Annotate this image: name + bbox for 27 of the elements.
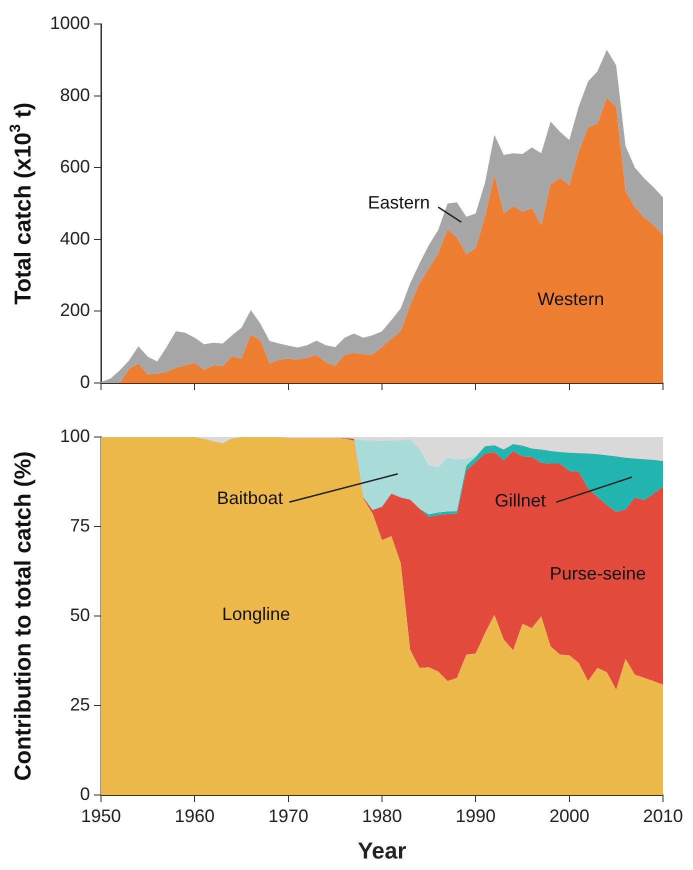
series-label: Eastern (368, 192, 430, 212)
y-tick-label: 800 (60, 84, 90, 105)
series-label: Gillnet (494, 490, 546, 510)
x-tick-label: 1950 (80, 806, 122, 826)
x-tick-label: 1990 (456, 806, 496, 826)
x-tick-label: 1980 (362, 806, 402, 826)
x-tick-label: 2010 (642, 806, 684, 826)
series-label: Western (537, 289, 604, 310)
y-tick-label: 50 (70, 604, 90, 625)
y-tick-label: 75 (70, 515, 90, 536)
series-label: Longline (222, 604, 290, 624)
y-tick-label: 1000 (50, 12, 90, 33)
y-tick-label: 400 (60, 228, 90, 248)
text: Baitboat (216, 488, 283, 508)
y-tick-label: 600 (60, 156, 90, 177)
y-tick-label: 0 (80, 784, 90, 804)
y-axis-title: Total catch (x103 t) (7, 102, 36, 305)
x-tick-label: 1960 (174, 806, 215, 826)
y-tick-label: 200 (60, 300, 90, 320)
y-tick-label: 0 (80, 372, 90, 392)
y-tick-label: 100 (60, 426, 90, 446)
x-tick-label: 2000 (549, 806, 590, 826)
y-axis-title: Contribution to total catch (%) (9, 451, 36, 781)
x-tick-label: 1970 (268, 806, 308, 826)
y-tick-label: 25 (70, 694, 90, 714)
series-label: Purse-seine (550, 563, 646, 584)
x-axis-title: Year (358, 838, 406, 864)
